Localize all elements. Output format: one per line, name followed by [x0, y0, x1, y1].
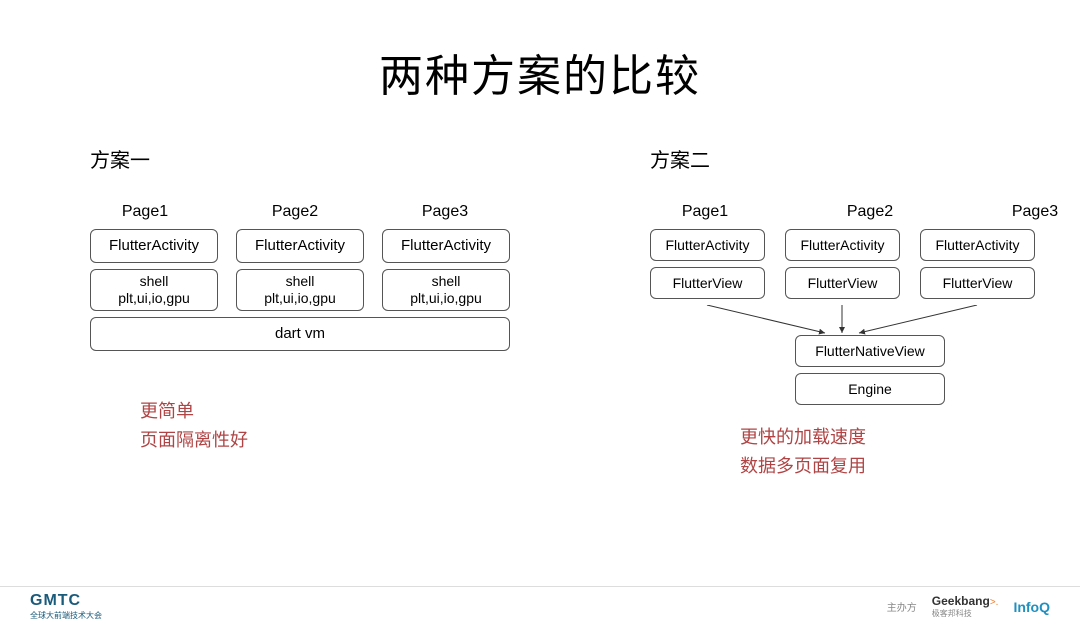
footer-left: GMTC 全球大前端技术大会	[30, 592, 102, 621]
columns: 方案一 Page1 Page2 Page3 FlutterActivity Fl…	[0, 104, 1080, 481]
arrow-1	[707, 305, 825, 333]
scheme-2-comments: 更快的加载速度 数据多页面复用	[740, 423, 1080, 481]
arrows-svg	[650, 305, 1035, 335]
scheme-2-center: FlutterNativeView Engine	[650, 335, 1080, 405]
box-flutter-native-view: FlutterNativeView	[795, 335, 945, 367]
geekbang-arrow-icon: >.	[990, 597, 999, 608]
scheme-2-row-1: FlutterActivity FlutterActivity FlutterA…	[650, 229, 1080, 261]
comment-line: 页面隔离性好	[140, 426, 510, 455]
shell-line2: plt,ui,io,gpu	[383, 290, 509, 307]
box-dart-vm: dart vm	[90, 317, 510, 351]
scheme-2-page-labels: Page1 Page2 Page3	[650, 203, 1080, 221]
box-flutter-view: FlutterView	[920, 267, 1035, 299]
shell-line2: plt,ui,io,gpu	[91, 290, 217, 307]
scheme-2-row-2: FlutterView FlutterView FlutterView	[650, 267, 1080, 299]
scheme-1-row-3: dart vm	[90, 317, 510, 351]
arrow-zone	[650, 305, 1035, 335]
slide-title: 两种方案的比较	[0, 0, 1080, 104]
shell-line2: plt,ui,io,gpu	[237, 290, 363, 307]
comment-line: 更简单	[140, 397, 510, 426]
shell-line1: shell	[91, 273, 217, 290]
comment-line: 数据多页面复用	[740, 452, 1080, 481]
box-flutter-activity: FlutterActivity	[920, 229, 1035, 261]
geekbang-sub: 极客邦科技	[932, 608, 999, 619]
scheme-1-row-1: FlutterActivity FlutterActivity FlutterA…	[90, 229, 510, 263]
comment-line: 更快的加载速度	[740, 423, 1080, 452]
box-flutter-activity: FlutterActivity	[236, 229, 364, 263]
page-label: Page2	[815, 203, 925, 221]
shell-line1: shell	[237, 273, 363, 290]
footer-right: 主办方 Geekbang>. 极客邦科技 InfoQ	[887, 594, 1050, 619]
page-label: Page3	[390, 203, 500, 221]
shell-line1: shell	[383, 273, 509, 290]
scheme-1-title: 方案一	[90, 144, 510, 173]
box-shell: shell plt,ui,io,gpu	[90, 269, 218, 311]
arrow-3	[859, 305, 977, 333]
box-flutter-view: FlutterView	[650, 267, 765, 299]
scheme-1-comments: 更简单 页面隔离性好	[140, 397, 510, 455]
page-label: Page3	[980, 203, 1080, 221]
footer: GMTC 全球大前端技术大会 主办方 Geekbang>. 极客邦科技 Info…	[0, 586, 1080, 626]
box-shell: shell plt,ui,io,gpu	[382, 269, 510, 311]
scheme-1-row-2: shell plt,ui,io,gpu shell plt,ui,io,gpu …	[90, 269, 510, 311]
box-shell: shell plt,ui,io,gpu	[236, 269, 364, 311]
infoq-logo: InfoQ	[1013, 599, 1050, 615]
scheme-1-page-labels: Page1 Page2 Page3	[90, 203, 510, 221]
page-label: Page1	[650, 203, 760, 221]
box-flutter-activity: FlutterActivity	[382, 229, 510, 263]
scheme-2-title: 方案二	[650, 144, 1080, 173]
scheme-2: 方案二 Page1 Page2 Page3 FlutterActivity Fl…	[650, 144, 1080, 481]
gmtc-logo: GMTC	[30, 592, 102, 610]
geekbang-text: Geekbang	[932, 594, 990, 608]
gmtc-sub: 全球大前端技术大会	[30, 610, 102, 621]
page-label: Page1	[90, 203, 200, 221]
geekbang-logo: Geekbang>. 极客邦科技	[932, 594, 999, 619]
box-flutter-activity: FlutterActivity	[650, 229, 765, 261]
box-flutter-view: FlutterView	[785, 267, 900, 299]
page-label: Page2	[240, 203, 350, 221]
box-flutter-activity: FlutterActivity	[785, 229, 900, 261]
box-flutter-activity: FlutterActivity	[90, 229, 218, 263]
scheme-1: 方案一 Page1 Page2 Page3 FlutterActivity Fl…	[90, 144, 510, 481]
box-engine: Engine	[795, 373, 945, 405]
sponsor-label: 主办方	[887, 599, 917, 614]
